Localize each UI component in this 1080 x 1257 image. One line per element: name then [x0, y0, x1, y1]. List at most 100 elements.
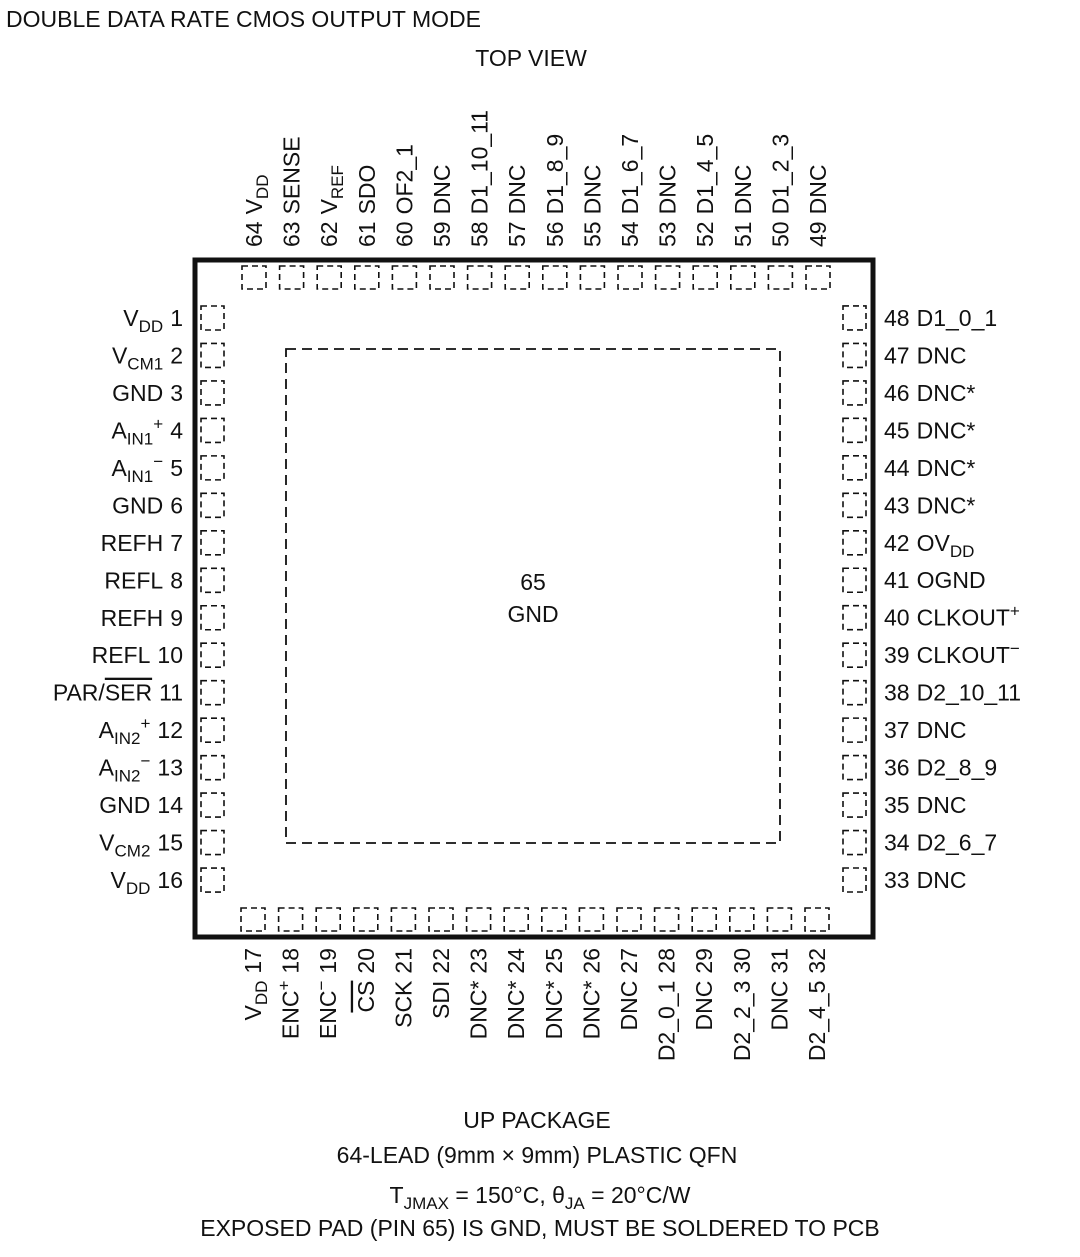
label-text: V — [111, 867, 127, 893]
pad — [617, 265, 643, 290]
label-sub: DD — [950, 542, 975, 561]
pin-label: 39 CLKOUT− — [884, 639, 1020, 668]
pin-number: 55 — [579, 221, 605, 247]
label-over: SER — [105, 680, 152, 706]
label-sup: − — [140, 752, 150, 771]
thermal-info: TJMAX = 150°C, θJA = 20°C/W — [390, 1182, 691, 1213]
label-sub: DD — [139, 317, 164, 336]
pad — [842, 455, 867, 481]
pin-label: 55 DNC — [579, 165, 605, 247]
pin-label: 64 VDD — [241, 175, 272, 248]
pin-label: DNC 27 — [616, 948, 642, 1030]
pin-number: 25 — [541, 948, 567, 974]
pad — [804, 907, 830, 932]
pin-label: VDD 1 — [123, 305, 183, 336]
label-text: GND — [112, 380, 163, 406]
label-text: D1_4_5 — [692, 134, 718, 215]
pad — [842, 417, 867, 444]
pin-label: 58 D1_10_11 — [467, 110, 493, 247]
label-text: OV — [917, 530, 951, 556]
label-text: DNC — [429, 165, 455, 215]
pad — [842, 342, 867, 369]
pin-label: 54 D1_6_7 — [617, 134, 643, 247]
pad — [391, 265, 418, 290]
pad — [767, 265, 794, 290]
pin-number: 53 — [655, 221, 681, 247]
label-sub: IN2 — [114, 767, 140, 786]
label-text: = 20°C/W — [585, 1182, 691, 1208]
pin-label: AIN2+ 12 — [99, 714, 183, 748]
label-text: REFL — [92, 642, 151, 668]
label-over: CS — [353, 981, 379, 1013]
pin-label: CS 20 — [353, 948, 379, 1013]
pin-label: 42 OVDD — [884, 530, 974, 561]
pin-label: 37 DNC — [884, 717, 966, 743]
label-text: DNC* — [578, 981, 604, 1040]
pin-number: 5 — [170, 455, 183, 481]
pin-number: 42 — [884, 530, 910, 556]
pad — [653, 907, 680, 932]
pin-label: GND 14 — [99, 792, 183, 818]
pin-number: 7 — [170, 530, 183, 556]
label-sub: DD — [126, 879, 151, 898]
pad — [240, 907, 266, 932]
pad — [503, 907, 530, 932]
pin-number: 54 — [617, 221, 643, 247]
label-sup: + — [153, 414, 163, 433]
pad — [766, 907, 793, 932]
pin-label: 47 DNC — [884, 342, 966, 368]
pad — [315, 907, 342, 932]
pad — [200, 679, 225, 706]
pin-number: 48 — [884, 305, 910, 331]
pin-number: 60 — [391, 221, 417, 247]
label-text: D2_0_1 — [654, 981, 680, 1062]
pin-label: 51 DNC — [730, 165, 756, 247]
label-text: DNC* — [917, 492, 976, 518]
center-number: 65 — [520, 569, 546, 595]
pad — [842, 754, 867, 781]
pin-number: 33 — [884, 867, 910, 893]
pin-number: 38 — [884, 680, 910, 706]
label-text: V — [123, 305, 139, 331]
pin-number: 47 — [884, 342, 910, 368]
label-text: DNC — [691, 981, 717, 1031]
pin-label: DNC* 25 — [541, 948, 567, 1039]
pin-number: 61 — [354, 221, 380, 247]
pin-label: AIN1− 5 — [111, 452, 183, 486]
label-sub: CM2 — [115, 842, 151, 861]
pad — [654, 265, 681, 290]
pin-label: D2_0_1 28 — [654, 948, 680, 1061]
pin-number: 3 — [170, 380, 183, 406]
label-text: T — [390, 1182, 404, 1208]
label-text: DNC — [730, 165, 756, 215]
pad — [842, 717, 867, 743]
label-text: D1_2_3 — [767, 134, 793, 215]
label-text: CLKOUT — [917, 642, 1010, 668]
pin-label: VCM1 2 — [112, 342, 183, 373]
pin-number: 30 — [729, 948, 755, 974]
center-label: GND — [507, 601, 558, 627]
label-text: DNC — [917, 867, 967, 893]
pad — [578, 907, 605, 932]
pin-label: AIN1+ 4 — [111, 414, 183, 448]
pin-number: 63 — [279, 221, 305, 247]
label-text: DNC — [805, 165, 831, 215]
pin-number: 44 — [884, 455, 910, 481]
pin-number: 64 — [241, 221, 267, 247]
pin-label: DNC* 24 — [503, 948, 529, 1040]
label-text: D1_8_9 — [542, 134, 568, 215]
label-sup: − — [312, 981, 331, 991]
pin-number: 51 — [730, 221, 756, 247]
label-text: D2_4_5 — [804, 981, 830, 1062]
pin-number: 45 — [884, 417, 910, 443]
pad — [200, 642, 225, 669]
pin-number: 2 — [170, 342, 183, 368]
label-text: DNC — [655, 165, 681, 215]
pin-label: REFL 8 — [104, 567, 183, 593]
pin-label: DNC 31 — [766, 948, 792, 1030]
pin-number: 6 — [170, 492, 183, 518]
pin-label: D2_4_5 32 — [804, 948, 830, 1061]
pad — [842, 380, 867, 406]
pad — [842, 305, 867, 331]
